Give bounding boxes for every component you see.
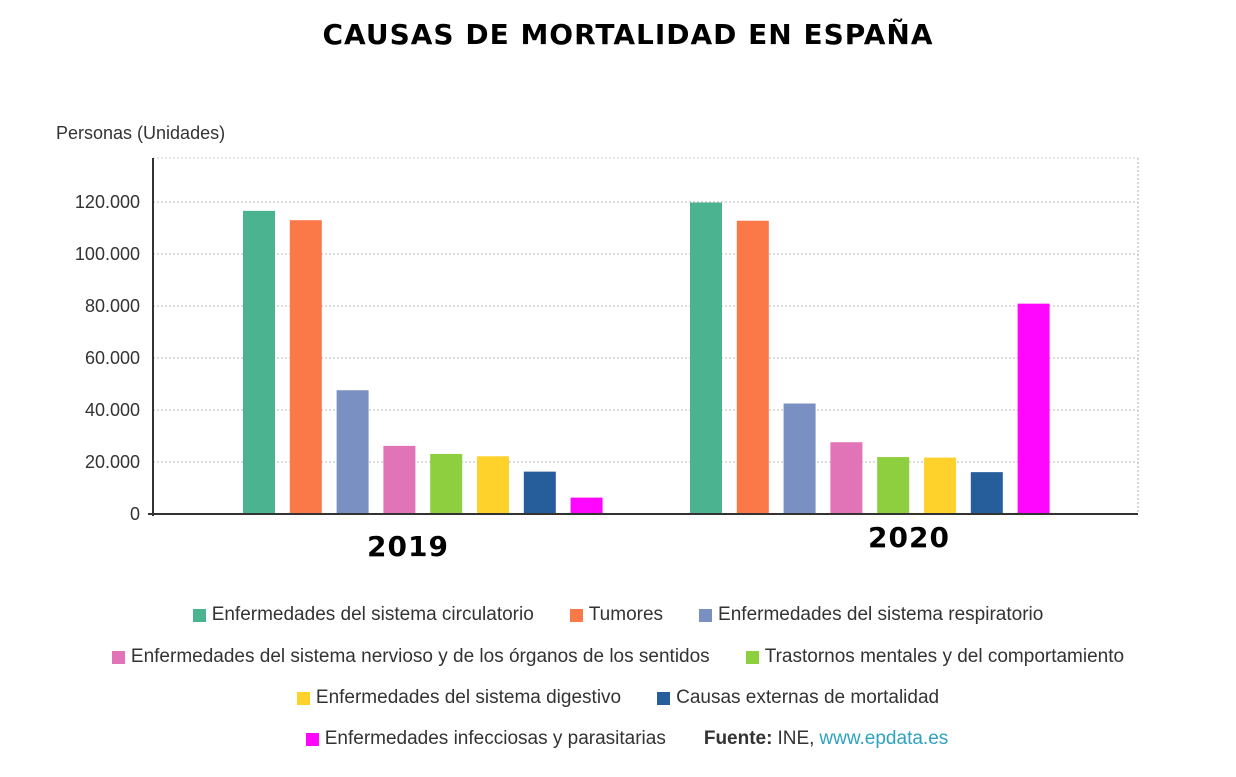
x-category-label: 2019 (367, 530, 449, 563)
bar (383, 445, 416, 514)
legend-label-externas: Causas externas de mortalidad (676, 687, 940, 708)
y-tick-label: 120.000 (75, 192, 140, 212)
legend-swatch-mentales (745, 650, 759, 664)
legend-swatch-respiratorio (699, 608, 713, 622)
bar (970, 472, 1003, 514)
legend-label-mentales: Trastornos mentales y del comportamiento (764, 646, 1125, 667)
legend-item-digestivo[interactable]: Enfermedades del sistema digestivo (296, 687, 622, 709)
x-category-label: 2020 (868, 521, 950, 554)
y-tick-label: 60.000 (85, 348, 140, 368)
bar (736, 220, 769, 514)
legend-item-circulatorio[interactable]: Enfermedades del sistema circulatorio (192, 604, 534, 626)
legend-swatch-infecciosas (305, 732, 319, 746)
source-org: INE, (777, 728, 815, 749)
bar (783, 403, 816, 514)
legend-label-digestivo: Enfermedades del sistema digestivo (315, 687, 622, 708)
legend-row-3: Enfermedades del sistema digestivo Causa… (0, 687, 1236, 709)
legend-swatch-nervioso (111, 650, 125, 664)
bar (523, 471, 556, 514)
bar (570, 497, 603, 514)
y-axis-label: Personas (Unidades) (56, 123, 225, 143)
chart-title: CAUSAS DE MORTALIDAD EN ESPAÑA (322, 18, 934, 51)
bar (477, 456, 509, 514)
legend-item-mentales[interactable]: Trastornos mentales y del comportamiento (745, 646, 1125, 668)
legend-item-respiratorio[interactable]: Enfermedades del sistema respiratorio (699, 604, 1043, 626)
bar (877, 457, 910, 514)
source-label: Fuente: (703, 728, 773, 749)
y-tick-label: 80.000 (85, 296, 140, 316)
legend-swatch-externas (657, 691, 671, 705)
legend-row-2: Enfermedades del sistema nervioso y de l… (0, 646, 1236, 668)
legend-label-respiratorio: Enfermedades del sistema respiratorio (718, 604, 1044, 625)
legend-row-1: Enfermedades del sistema circulatorio Tu… (0, 604, 1236, 626)
y-tick-label: 100.000 (75, 244, 140, 264)
legend-swatch-digestivo (296, 691, 310, 705)
source-note: Fuente: INE, www.epdata.es (704, 728, 948, 750)
legend-swatch-tumores (569, 608, 583, 622)
bar (243, 210, 275, 514)
bar (690, 202, 722, 514)
y-tick-label: 40.000 (85, 400, 140, 420)
bar (289, 220, 322, 514)
legend-label-circulatorio: Enfermedades del sistema circulatorio (211, 604, 534, 625)
legend-item-infecciosas[interactable]: Enfermedades infecciosas y parasitarias (305, 728, 666, 750)
bar (430, 453, 463, 514)
bar-chart: Personas (Unidades) 0 20.000 40.000 60.000 80… (56, 123, 1139, 563)
legend-swatch-circulatorio (192, 608, 206, 622)
bar (1017, 303, 1050, 514)
bar (336, 390, 369, 514)
legend-label-nervioso: Enfermedades del sistema nervioso y de l… (130, 646, 710, 667)
legend-item-tumores[interactable]: Tumores (569, 604, 664, 626)
source-link[interactable]: www.epdata.es (819, 728, 949, 749)
legend-item-nervioso[interactable]: Enfermedades del sistema nervioso y de l… (111, 646, 710, 668)
legend-label-tumores: Tumores (588, 604, 664, 625)
legend-item-externas[interactable]: Causas externas de mortalidad (657, 687, 939, 709)
legend-row-4: Enfermedades infecciosas y parasitarias … (0, 728, 1236, 750)
y-tick-label: 20.000 (85, 452, 140, 472)
bar (924, 457, 956, 514)
y-tick-label: 0 (130, 504, 140, 524)
legend-label-infecciosas: Enfermedades infecciosas y parasitarias (324, 728, 666, 749)
bar (830, 442, 863, 514)
